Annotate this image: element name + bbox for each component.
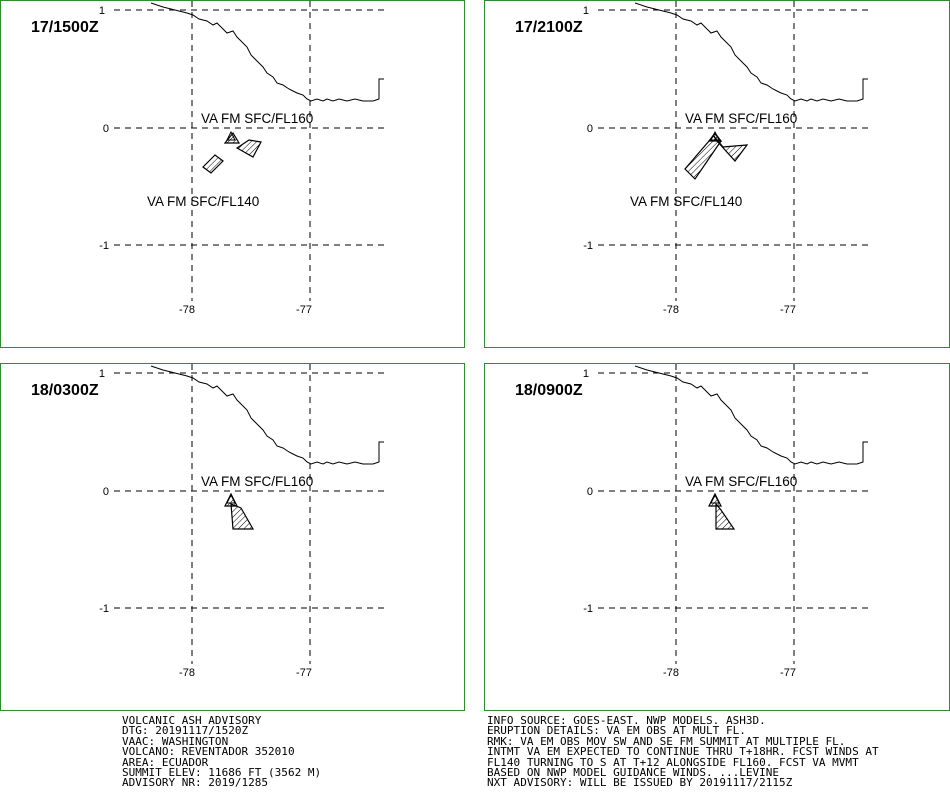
advisory-line: ADVISORY NR: 2019/1285 <box>122 777 269 790</box>
forecast-time: 18/0300Z <box>31 382 99 399</box>
map-panel-1: 17/1500Z 1 0 -1 -78 -77 VA FM SFC/FL160 … <box>0 0 465 348</box>
lon-tick-minus-77: -77 <box>296 304 312 316</box>
lat-tick-0: 0 <box>103 486 109 498</box>
lon-tick-minus-77: -77 <box>780 304 796 316</box>
advisory-line: NXT ADVISORY: WILL BE ISSUED BY 20191117… <box>487 777 793 790</box>
ash-label-upper: VA FM SFC/FL160 <box>201 111 313 126</box>
lon-tick-minus-78: -78 <box>179 304 195 316</box>
ash-cloud-polygons <box>684 132 749 180</box>
lon-tick-minus-77: -77 <box>780 667 796 679</box>
forecast-time: 17/1500Z <box>31 19 99 36</box>
forecast-time: 18/0900Z <box>515 382 583 399</box>
ash-label-upper: VA FM SFC/FL160 <box>685 111 797 126</box>
graticule <box>114 1 384 301</box>
forecast-time: 17/2100Z <box>515 19 583 36</box>
graticule <box>598 1 868 301</box>
lat-tick-0: 0 <box>587 123 593 135</box>
advisory-line: RMK: VA EM OBS MOV SW AND SE FM SUMMIT A… <box>487 735 846 748</box>
map-canvas: 1 0 -1 -78 -77 VA FM SFC/FL160 <box>583 364 868 679</box>
lat-tick-1: 1 <box>583 368 589 380</box>
lat-tick-1: 1 <box>99 5 105 17</box>
lon-tick-minus-78: -78 <box>663 667 679 679</box>
coastline <box>150 365 384 465</box>
advisory-header-text: VOLCANIC ASH ADVISORY DTG: 20191117/1520… <box>122 716 321 789</box>
lat-tick-0: 0 <box>103 123 109 135</box>
advisory-line: SUMMIT ELEV: 11686 FT (3562 M) <box>122 767 322 780</box>
advisory-line: VAAC: WASHINGTON <box>122 735 229 748</box>
advisory-line: INTMT VA EM EXPECTED TO CONTINUE THRU T+… <box>487 746 879 759</box>
map-canvas: 1 0 -1 -78 -77 VA FM SFC/FL160 VA FM SFC… <box>99 1 384 316</box>
lat-tick-1: 1 <box>99 368 105 380</box>
advisory-details-text: INFO SOURCE: GOES-EAST. NWP MODELS. ASH3… <box>487 716 879 789</box>
ash-cloud-polygons <box>202 131 262 174</box>
advisory-line: INFO SOURCE: GOES-EAST. NWP MODELS. ASH3… <box>487 715 766 727</box>
lat-tick-0: 0 <box>587 486 593 498</box>
lat-tick-minus-1: -1 <box>583 603 593 615</box>
advisory-line: VOLCANO: REVENTADOR 352010 <box>122 746 295 759</box>
advisory-line: DTG: 20191117/1520Z <box>122 725 249 738</box>
ash-label-lower: VA FM SFC/FL140 <box>630 194 742 209</box>
lat-tick-minus-1: -1 <box>99 240 109 252</box>
map-panel-3: 18/0300Z 1 0 -1 -78 -77 VA FM SFC/FL160 <box>0 363 465 711</box>
advisory-line: BASED ON NWP MODEL GUIDANCE WINDS. ...LE… <box>487 767 780 780</box>
lat-tick-minus-1: -1 <box>99 603 109 615</box>
advisory-line: VOLCANIC ASH ADVISORY <box>122 715 262 727</box>
coastline <box>634 365 868 465</box>
advisory-line: FL140 TURNING TO S AT T+12 ALONGSIDE FL1… <box>487 756 859 769</box>
map-panel-4: 18/0900Z 1 0 -1 -78 -77 VA FM SFC/FL160 <box>484 363 950 711</box>
map-canvas: 1 0 -1 -78 -77 VA FM SFC/FL160 VA FM SFC… <box>583 1 868 316</box>
map-canvas: 1 0 -1 -78 -77 VA FM SFC/FL160 <box>99 364 384 679</box>
ash-label-lower: VA FM SFC/FL140 <box>147 194 259 209</box>
ash-label-upper: VA FM SFC/FL160 <box>201 474 313 489</box>
ash-cloud-polygons <box>224 492 255 530</box>
lat-tick-1: 1 <box>583 5 589 17</box>
map-panel-2: 17/2100Z 1 0 -1 -78 -77 VA FM SFC/FL160 … <box>484 0 950 348</box>
lon-tick-minus-78: -78 <box>663 304 679 316</box>
ash-cloud-polygons <box>708 492 736 530</box>
lon-tick-minus-77: -77 <box>296 667 312 679</box>
graticule <box>114 364 384 664</box>
coastline <box>634 2 868 102</box>
advisory-line: AREA: ECUADOR <box>122 756 209 769</box>
advisory-line: ERUPTION DETAILS: VA EM OBS AT MULT FL. <box>487 725 746 738</box>
coastline <box>150 2 384 102</box>
graticule <box>598 364 868 664</box>
lat-tick-minus-1: -1 <box>583 240 593 252</box>
lon-tick-minus-78: -78 <box>179 667 195 679</box>
ash-label-upper: VA FM SFC/FL160 <box>685 474 797 489</box>
